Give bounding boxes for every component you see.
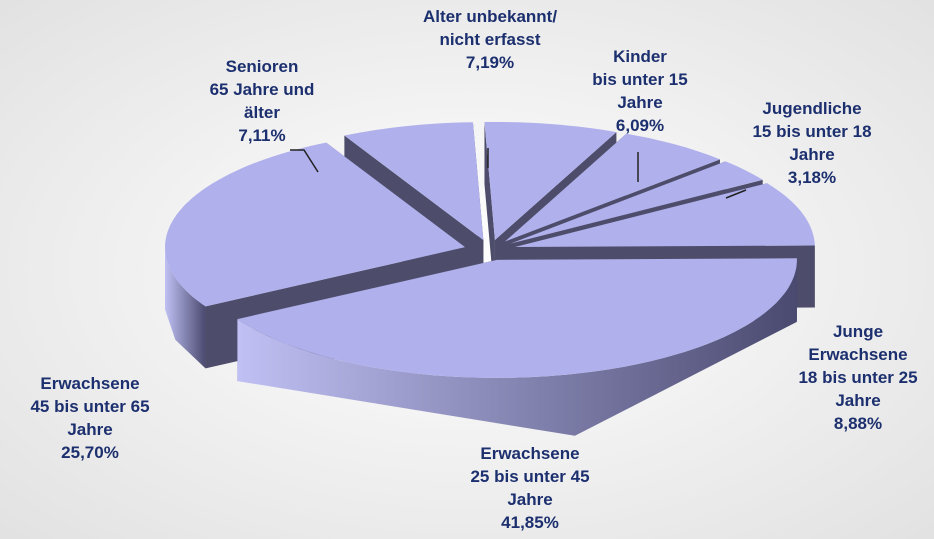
value-label: 3,18% — [788, 168, 836, 187]
label-line: Jahre — [789, 145, 834, 164]
value-label: 7,11% — [238, 126, 285, 145]
slice-wall — [237, 259, 797, 436]
data-label: Erwachsene 45 bis unter 65 Jahre 25,70% — [30, 374, 149, 462]
data-label: Kinder bis unter 15 Jahre 6,09% — [592, 47, 687, 135]
data-label: Alter unbekannt/nicht erfasst 7,19% — [423, 7, 557, 72]
label-line: Jahre — [507, 490, 552, 509]
pie — [165, 122, 815, 436]
value-label: 7,19% — [466, 53, 514, 72]
slice-side — [484, 122, 495, 302]
label-line: 15 bis unter 18 — [752, 122, 871, 141]
slice-top — [510, 161, 763, 244]
data-label: Jugendliche 15 bis unter 18 Jahre 3,18% — [752, 99, 871, 187]
label-line: Junge — [833, 322, 883, 341]
slice-top — [344, 122, 484, 241]
slice-top — [237, 258, 797, 378]
slice-top — [514, 183, 815, 248]
label-line: 45 bis unter 65 — [30, 397, 149, 416]
label-line: älter — [244, 103, 280, 122]
labels: Alter unbekannt/nicht erfasst 7,19% Kinder… — [30, 7, 917, 532]
label-line: Erwachsene — [808, 345, 907, 364]
slice-top — [484, 122, 617, 240]
label-line: nicht erfasst — [439, 30, 540, 49]
value-label: 25,70% — [61, 443, 119, 462]
slice-wall — [165, 247, 206, 369]
label-line: 65 Jahre und — [210, 80, 315, 99]
label-line: Jugendliche — [762, 99, 861, 118]
slice — [237, 258, 797, 436]
leader-line — [725, 189, 747, 199]
value-label: 8,88% — [834, 414, 882, 433]
data-label: Erwachsene 25 bis unter 45 Jahre 41,85% — [470, 444, 589, 532]
data-label: Senioren 65 Jahre und älter 7,11% — [210, 57, 315, 145]
label-line: Erwachsene — [40, 374, 139, 393]
leader-lines — [290, 148, 747, 199]
label-line: bis unter 15 — [592, 70, 687, 89]
label-line: Jahre — [835, 391, 880, 410]
label-line: Jahre — [617, 93, 662, 112]
label-line: 25 bis unter 45 — [470, 467, 589, 486]
slice-top — [165, 142, 466, 307]
slice-top — [504, 133, 720, 242]
label-line: Jahre — [67, 420, 112, 439]
data-label: Junge Erwachsene 18 bis unter 25 Jahre 8,88% — [798, 322, 917, 433]
label-line: Erwachsene — [480, 444, 579, 463]
label-line: Alter unbekannt/ — [423, 7, 557, 26]
value-label: 6,09% — [616, 116, 664, 135]
value-label: 41,85% — [501, 513, 559, 532]
label-line: Senioren — [226, 57, 299, 76]
label-line: 18 bis unter 25 — [798, 368, 917, 387]
label-line: Kinder — [613, 47, 667, 66]
leader-line — [290, 149, 319, 173]
